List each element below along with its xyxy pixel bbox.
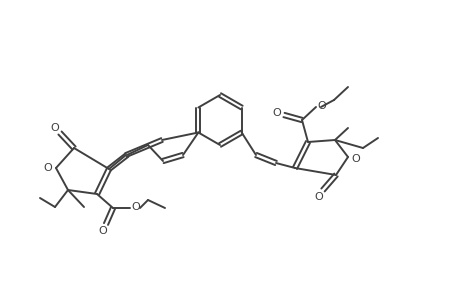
Text: O: O: [131, 202, 140, 212]
Text: O: O: [98, 226, 107, 236]
Text: O: O: [44, 163, 52, 173]
Text: O: O: [317, 101, 326, 111]
Text: O: O: [50, 123, 59, 133]
Text: O: O: [351, 154, 359, 164]
Text: O: O: [272, 108, 281, 118]
Text: O: O: [314, 192, 323, 202]
